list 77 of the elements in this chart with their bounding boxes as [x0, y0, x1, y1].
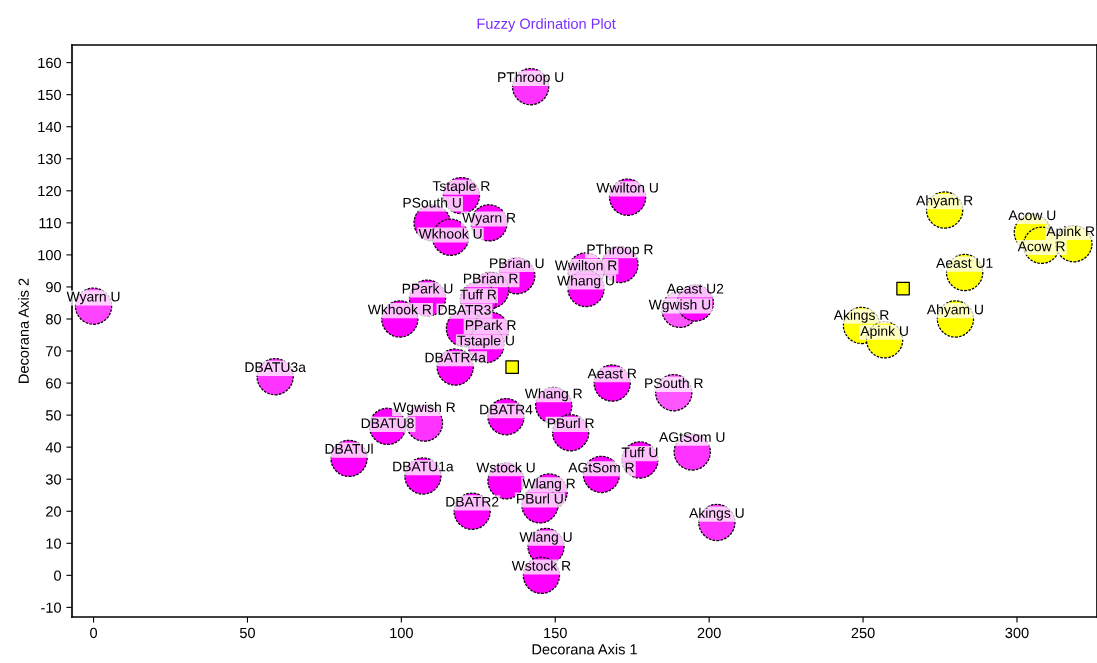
annotation: Tuff U [621, 447, 658, 458]
y-tick-label: 90 [46, 282, 62, 293]
annotation: Aeast U1 [936, 258, 993, 268]
annotation: Wgwish R [393, 401, 456, 415]
annotation: Wwilton R [554, 260, 617, 271]
annotation: PBrian U [490, 257, 544, 269]
annotation: Wlang U [519, 531, 572, 545]
y-tick-label: 70 [46, 346, 62, 357]
x-tick-label: 200 [697, 627, 721, 639]
x-tick-label: 50 [239, 627, 255, 639]
y-tick-label: 150 [38, 89, 62, 101]
annotation: Wyarn U [66, 291, 120, 305]
annotation: PSouth R [645, 377, 703, 389]
annotation: Acow U [1008, 210, 1056, 221]
x-tick-label: 300 [1005, 627, 1029, 639]
y-tick-label: 140 [38, 121, 62, 133]
x-tick-label: 100 [390, 627, 413, 639]
x-tick-label: 0 [90, 627, 98, 639]
annotation: PBurl R [547, 417, 594, 429]
annotation: Apink R [1046, 225, 1095, 239]
y-tick-label: 130 [38, 153, 62, 165]
y-tick-label: 40 [45, 442, 62, 453]
annotation: Wlang R [522, 478, 576, 492]
annotation: Wyarn R [462, 213, 516, 226]
x-axis-title: Decorana Axis 1 [532, 643, 637, 655]
annotation: Ahyam U [926, 304, 983, 318]
annotation: PPark U [402, 283, 453, 294]
annotation: PSouth U [403, 197, 461, 208]
annotation: Tstaple R [432, 180, 490, 194]
annotation: Akings U [689, 507, 744, 521]
annotation: DBATR2 [446, 496, 499, 507]
annotation: Akings R [833, 309, 889, 323]
annotation: PBurl U [517, 493, 563, 504]
x-tick-label: 250 [851, 627, 875, 639]
annotation: DBATR4 [480, 404, 533, 415]
y-tick-label: 0 [54, 570, 62, 581]
annotation: Aeast U2 [666, 283, 724, 294]
y-tick-label: 60 [46, 378, 62, 389]
annotation: AGtSom R [568, 462, 634, 473]
annotation: Apink U [860, 325, 908, 339]
annotation: Whang U [557, 275, 614, 289]
y-tick-label: 30 [45, 474, 62, 485]
y-tick-label: 50 [45, 410, 62, 421]
annotation: DBATU1a [393, 461, 454, 472]
y-tick-label: 10 [46, 538, 62, 549]
annotation: PThroop R [587, 244, 653, 258]
y-tick-label: 120 [38, 185, 62, 197]
y-tick-label: -10 [41, 602, 62, 613]
annotation: Wkhook U [418, 228, 482, 239]
y-tick-label: 80 [46, 314, 62, 325]
annotation: Acow R [1017, 241, 1065, 252]
annotation: Ahyam R [916, 195, 973, 209]
annotation: Tstaple U [457, 335, 514, 349]
annotation: AGtSom U [659, 432, 725, 442]
y-tick-label: 160 [38, 57, 62, 69]
y-tick-label: 20 [46, 506, 62, 517]
y-axis-title: Decorana Axis 2 [18, 278, 29, 383]
annotation: Wgwish U [648, 299, 711, 313]
y-tick-label: 110 [39, 217, 62, 229]
annotation: Wstock R [511, 560, 571, 571]
annotation: Wwilton U [596, 182, 658, 193]
annotation: DBATR3 [438, 304, 491, 315]
annotation: DBATU3a [245, 362, 306, 373]
y-tick-label: 100 [38, 249, 62, 261]
annotation: PThroop U [498, 71, 564, 85]
annotation: DBATUl [325, 443, 373, 454]
chart-title: Fuzzy Ordination Plot [477, 18, 616, 32]
annotation: Tuff R [460, 289, 497, 300]
annotation: DBATR4a [425, 352, 486, 363]
annotation: Wstock U [476, 462, 535, 473]
annotation: PPark R [465, 319, 516, 331]
annotation: PBrian R [463, 273, 518, 284]
annotation: DBATU8 [361, 418, 414, 429]
annotation: Wkhook R [367, 304, 432, 315]
annotation: Whang R [524, 388, 583, 402]
annotation: Aeast R [587, 368, 637, 379]
x-tick-label: 150 [544, 627, 567, 639]
